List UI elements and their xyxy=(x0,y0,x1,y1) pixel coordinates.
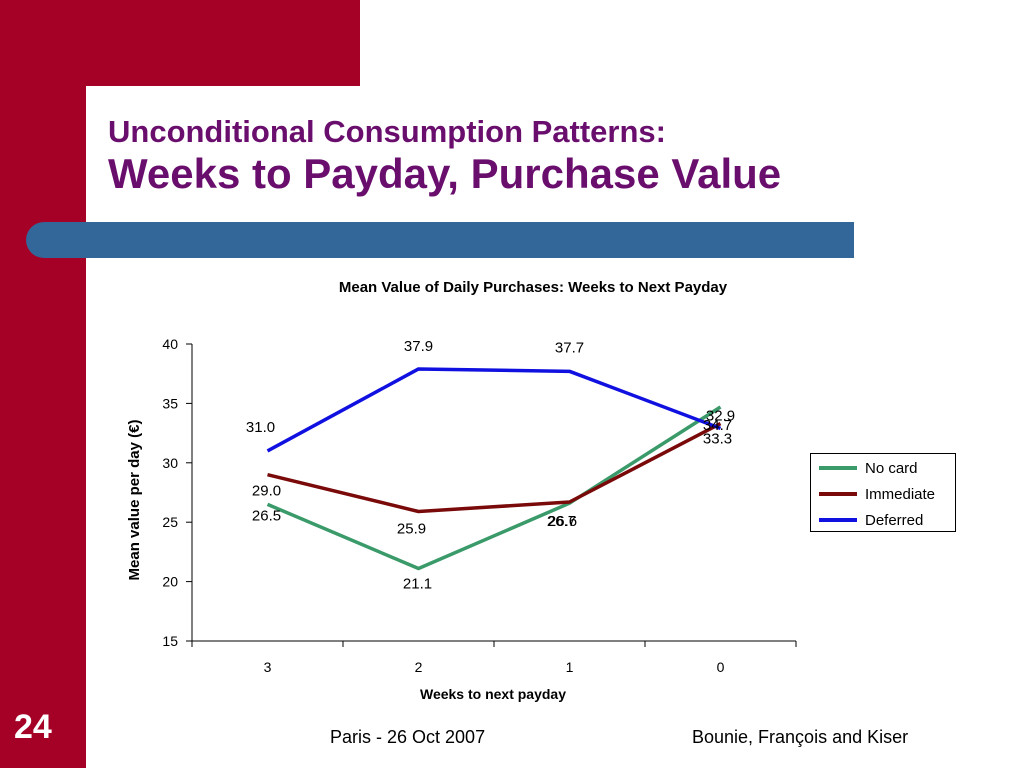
slide-title-line1: Unconditional Consumption Patterns: xyxy=(108,114,666,149)
series-line-no-card xyxy=(266,405,722,571)
chart-title: Mean Value of Daily Purchases: Weeks to … xyxy=(339,279,728,296)
slide-title-line2: Weeks to Payday, Purchase Value xyxy=(108,150,782,197)
data-label: 21.1 xyxy=(403,576,432,593)
data-label: 26.5 xyxy=(252,507,281,524)
legend-swatch-no-card xyxy=(819,466,857,470)
data-label: 26.7 xyxy=(547,513,576,530)
series-line-deferred xyxy=(266,367,722,453)
data-label: 34.7 xyxy=(703,417,732,434)
legend-swatch-deferred xyxy=(819,518,857,522)
y-axis-label: Mean value per day (€) xyxy=(126,420,143,581)
legend-item-immediate: Immediate xyxy=(819,482,935,506)
y-tick-label: 40 xyxy=(162,336,178,352)
data-label: 29.0 xyxy=(252,483,281,500)
x-tick-label: 0 xyxy=(717,659,725,675)
legend-label-immediate: Immediate xyxy=(865,485,936,503)
series-line-immediate xyxy=(267,422,722,514)
y-tick-label: 25 xyxy=(162,514,178,530)
y-tick-label: 20 xyxy=(162,574,178,590)
divider-band xyxy=(26,222,854,258)
data-label: 32.9 xyxy=(706,407,735,424)
y-tick-label: 15 xyxy=(162,633,178,649)
y-tick-label: 35 xyxy=(162,395,178,411)
data-label: 31.0 xyxy=(246,419,275,436)
slide-number: 24 xyxy=(14,708,52,746)
data-label: 25.9 xyxy=(397,521,426,538)
header-block xyxy=(0,0,360,86)
x-axis-label: Weeks to next payday xyxy=(420,686,566,702)
data-label: 26.6 xyxy=(548,513,577,530)
y-tick-label: 30 xyxy=(162,455,178,471)
legend-item-no-card: No card xyxy=(819,456,918,480)
x-tick-label: 1 xyxy=(566,659,574,675)
legend-label-no-card: No card xyxy=(865,459,918,477)
data-label: 37.7 xyxy=(555,339,584,356)
sidebar-bar xyxy=(0,0,86,768)
legend-swatch-immediate xyxy=(819,492,857,496)
x-tick-label: 2 xyxy=(415,659,423,675)
footer-authors: Bounie, François and Kiser xyxy=(692,727,909,747)
data-label: 37.9 xyxy=(404,338,433,355)
footer-event: Paris - 26 Oct 2007 xyxy=(330,727,486,747)
legend-label-deferred: Deferred xyxy=(865,511,924,529)
chart-legend: No card Immediate Deferred xyxy=(810,453,956,532)
legend-item-deferred: Deferred xyxy=(819,508,923,532)
data-label: 33.3 xyxy=(703,431,732,448)
x-tick-label: 3 xyxy=(264,659,272,675)
